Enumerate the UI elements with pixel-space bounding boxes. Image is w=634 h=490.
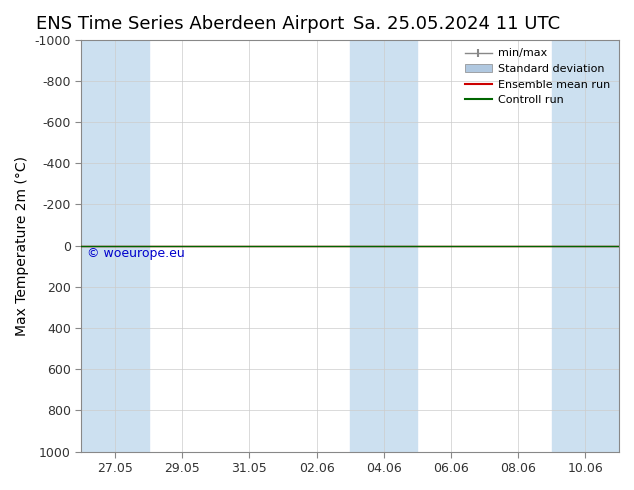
Bar	[552, 40, 619, 452]
Text: © woeurope.eu: © woeurope.eu	[87, 247, 184, 260]
Text: ENS Time Series Aberdeen Airport: ENS Time Series Aberdeen Airport	[36, 15, 344, 33]
Bar	[350, 40, 417, 452]
Text: Sa. 25.05.2024 11 UTC: Sa. 25.05.2024 11 UTC	[353, 15, 560, 33]
Bar	[81, 40, 148, 452]
Legend: min/max, Standard deviation, Ensemble mean run, Controll run: min/max, Standard deviation, Ensemble me…	[461, 45, 614, 108]
Y-axis label: Max Temperature 2m (°C): Max Temperature 2m (°C)	[15, 156, 29, 336]
